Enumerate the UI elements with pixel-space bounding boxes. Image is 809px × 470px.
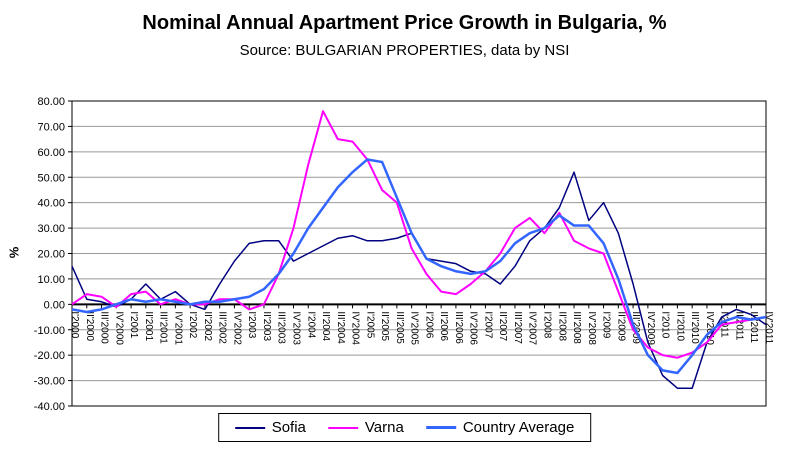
x-tick-label: II'2001 xyxy=(143,311,154,341)
x-tick-label: II'2009 xyxy=(615,311,626,341)
y-tick-label: 10.00 xyxy=(37,274,65,286)
series-line-country-average xyxy=(71,158,767,375)
x-tick-label: I'2004 xyxy=(305,311,316,338)
legend-line-sofia-icon xyxy=(234,426,265,429)
x-tick-label: III'2008 xyxy=(571,311,582,344)
x-tick-label: III'2001 xyxy=(158,311,169,344)
y-tick-label: -30.00 xyxy=(34,376,65,388)
y-tick-label: 70.00 xyxy=(37,121,65,133)
y-tick-label: 40.00 xyxy=(37,198,65,210)
y-tick-label: -10.00 xyxy=(34,325,65,337)
y-tick-label: 20.00 xyxy=(37,249,65,261)
y-tick-label: 50.00 xyxy=(37,172,65,184)
legend-item-country-average: Country Average xyxy=(425,419,575,436)
x-tick-label: III'2005 xyxy=(394,311,405,344)
x-tick-label: IV'2004 xyxy=(350,311,361,345)
x-tick-label: II'2002 xyxy=(202,311,213,341)
legend-line-varna-icon xyxy=(327,426,358,429)
x-tick-label: IV'2009 xyxy=(645,311,656,345)
y-tick-label: 30.00 xyxy=(37,223,65,235)
x-tick-label: I'2010 xyxy=(660,311,671,338)
legend: Sofia Varna Country Average xyxy=(217,413,592,442)
x-tick-label: IV'2005 xyxy=(409,311,420,345)
y-tick-label: 80.00 xyxy=(37,96,65,108)
x-tick-label: I'2008 xyxy=(542,311,553,338)
x-tick-label: III'2011 xyxy=(748,311,759,343)
x-tick-label: III'2006 xyxy=(453,311,464,344)
y-axis-title: % xyxy=(6,246,22,259)
chart-subtitle: Source: BULGARIAN PROPERTIES, data by NS… xyxy=(239,42,570,59)
x-tick-label: IV'2011 xyxy=(763,311,774,344)
x-tick-label: I'2000 xyxy=(69,311,80,338)
x-tick-label: I'2001 xyxy=(128,311,139,338)
x-tick-label: IV'2003 xyxy=(290,311,301,345)
x-tick-label: III'2007 xyxy=(512,311,523,344)
legend-label-country-average: Country Average xyxy=(462,419,575,436)
x-tick-label: III'2000 xyxy=(99,311,110,344)
x-tick-label: III'2010 xyxy=(689,311,700,344)
x-tick-label: I'2003 xyxy=(246,311,257,338)
legend-item-varna: Varna xyxy=(327,419,404,436)
legend-line-country-average-icon xyxy=(425,426,456,429)
x-tick-label: II'2005 xyxy=(379,311,390,341)
x-tick-label: IV'2000 xyxy=(113,311,124,345)
x-tick-label: II'2008 xyxy=(556,311,567,341)
x-tick-label: III'2003 xyxy=(276,311,287,344)
chart-title: Nominal Annual Apartment Price Growth in… xyxy=(142,12,667,34)
plot-border xyxy=(71,100,767,407)
x-tick-label: II'2006 xyxy=(438,311,449,341)
x-tick-label: II'2004 xyxy=(320,311,331,341)
y-tick-label: 0.00 xyxy=(44,299,65,311)
x-tick-label: II'2007 xyxy=(497,311,508,341)
legend-item-sofia: Sofia xyxy=(234,419,306,436)
x-tick-label: II'2010 xyxy=(674,311,685,341)
x-tick-label: II'2003 xyxy=(261,311,272,341)
x-tick-label: III'2004 xyxy=(335,311,346,344)
x-tick-label: I'2005 xyxy=(364,311,375,338)
x-tick-label: II'2000 xyxy=(84,311,95,341)
x-tick-label: III'2002 xyxy=(217,311,228,344)
legend-label-sofia: Sofia xyxy=(271,419,306,436)
x-tick-label: IV'2006 xyxy=(468,311,479,345)
y-tick-label: 60.00 xyxy=(37,147,65,159)
x-tick-label: I'2009 xyxy=(601,311,612,338)
x-tick-label: IV'2002 xyxy=(231,311,242,345)
y-tick-label: -20.00 xyxy=(34,350,65,362)
x-tick-label: I'2002 xyxy=(187,311,198,338)
x-tick-label: IV'2008 xyxy=(586,311,597,345)
legend-label-varna: Varna xyxy=(364,419,404,436)
x-tick-label: I'2007 xyxy=(482,311,493,338)
x-tick-label: I'2006 xyxy=(423,311,434,338)
x-tick-label: IV'2001 xyxy=(172,311,183,345)
x-tick-label: II'2011 xyxy=(733,311,744,340)
y-tick-label: -40.00 xyxy=(34,401,65,413)
x-tick-label: IV'2010 xyxy=(704,311,715,345)
x-tick-label: IV'2007 xyxy=(527,311,538,345)
